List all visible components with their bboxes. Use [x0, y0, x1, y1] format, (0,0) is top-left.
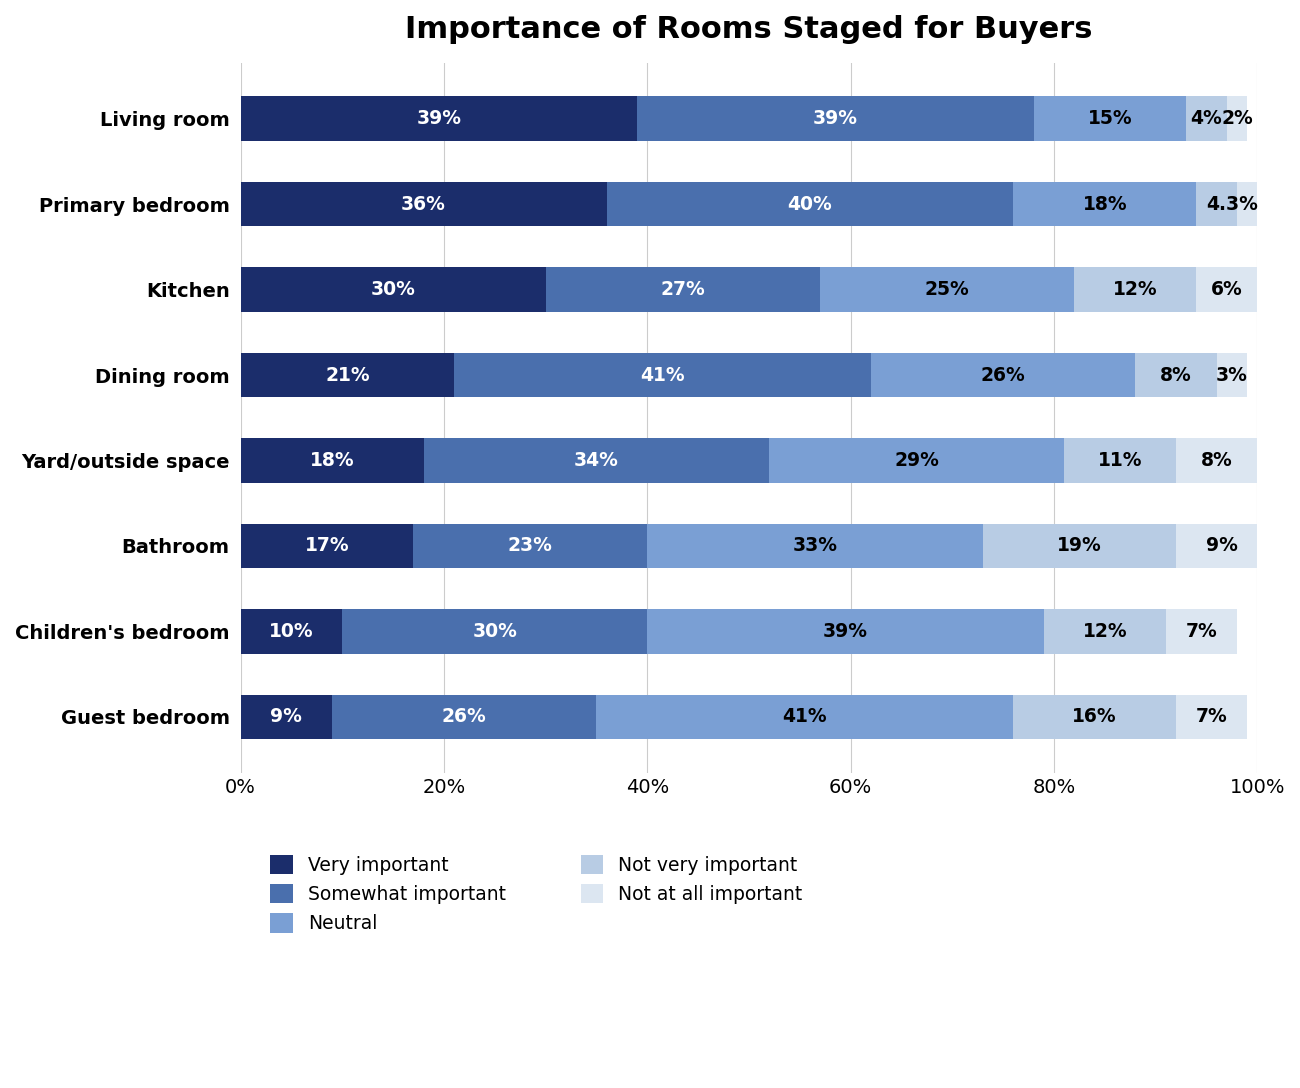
Text: 27%: 27% [660, 280, 705, 299]
Text: 30%: 30% [370, 280, 416, 299]
Bar [1186, 97, 1227, 140]
Bar [1074, 268, 1196, 312]
Text: 18%: 18% [1083, 195, 1127, 213]
Text: 4.3%: 4.3% [1206, 195, 1258, 213]
Text: 3%: 3% [1216, 366, 1248, 384]
Bar [637, 97, 1034, 140]
Bar [240, 523, 413, 568]
Bar [1196, 182, 1236, 226]
Bar [240, 695, 332, 739]
Text: 19%: 19% [1057, 536, 1101, 556]
Bar [1034, 97, 1186, 140]
Bar [1176, 438, 1257, 483]
Text: 8%: 8% [1160, 366, 1192, 384]
Bar [1065, 438, 1177, 483]
Text: 17%: 17% [304, 536, 350, 556]
Text: 12%: 12% [1113, 280, 1157, 299]
Text: 26%: 26% [442, 707, 486, 727]
Text: 7%: 7% [1196, 707, 1227, 727]
Bar [1013, 695, 1176, 739]
Bar [240, 438, 424, 483]
Bar [647, 609, 1044, 654]
Bar [871, 353, 1135, 397]
Text: 36%: 36% [402, 195, 446, 213]
Bar [240, 182, 607, 226]
Text: 41%: 41% [640, 366, 685, 384]
Text: 25%: 25% [924, 280, 970, 299]
Text: 11%: 11% [1097, 452, 1143, 470]
Bar [597, 695, 1013, 739]
Text: 39%: 39% [823, 622, 868, 641]
Bar [1217, 353, 1247, 397]
Bar [240, 609, 342, 654]
Bar [983, 523, 1176, 568]
Bar [1196, 268, 1257, 312]
Bar [413, 523, 647, 568]
Text: 33%: 33% [793, 536, 837, 556]
Text: 39%: 39% [812, 109, 858, 128]
Bar [1135, 353, 1217, 397]
Bar [332, 695, 597, 739]
Bar [1044, 609, 1166, 654]
Text: 39%: 39% [416, 109, 462, 128]
Text: 12%: 12% [1083, 622, 1127, 641]
Bar [546, 268, 820, 312]
Legend: Very important, Somewhat important, Neutral, Not very important, Not at all impo: Very important, Somewhat important, Neut… [270, 855, 802, 934]
Bar [342, 609, 647, 654]
Text: 41%: 41% [783, 707, 827, 727]
Text: 34%: 34% [575, 452, 619, 470]
Bar [607, 182, 1013, 226]
Text: 2%: 2% [1221, 109, 1253, 128]
Text: 21%: 21% [325, 366, 369, 384]
Text: 40%: 40% [788, 195, 832, 213]
Bar [1176, 523, 1268, 568]
Bar [820, 268, 1074, 312]
Bar [454, 353, 871, 397]
Bar [1227, 97, 1247, 140]
Text: 7%: 7% [1186, 622, 1217, 641]
Text: 26%: 26% [980, 366, 1026, 384]
Bar [1166, 609, 1236, 654]
Text: 30%: 30% [472, 622, 517, 641]
Bar [647, 523, 983, 568]
Text: 8%: 8% [1201, 452, 1232, 470]
Bar [1013, 182, 1196, 226]
Text: 4%: 4% [1191, 109, 1222, 128]
Bar [240, 97, 637, 140]
Bar [1236, 182, 1268, 226]
Text: 23%: 23% [508, 536, 552, 556]
Text: 10%: 10% [269, 622, 313, 641]
Text: 16%: 16% [1072, 707, 1117, 727]
Text: 29%: 29% [894, 452, 939, 470]
Text: 6%: 6% [1210, 280, 1243, 299]
Bar [240, 268, 546, 312]
Text: 9%: 9% [270, 707, 303, 727]
Text: 15%: 15% [1088, 109, 1132, 128]
Bar [770, 438, 1065, 483]
Title: Importance of Rooms Staged for Buyers: Importance of Rooms Staged for Buyers [406, 15, 1093, 44]
Bar [424, 438, 770, 483]
Bar [240, 353, 454, 397]
Text: 9%: 9% [1205, 536, 1238, 556]
Text: 18%: 18% [309, 452, 355, 470]
Bar [1176, 695, 1247, 739]
